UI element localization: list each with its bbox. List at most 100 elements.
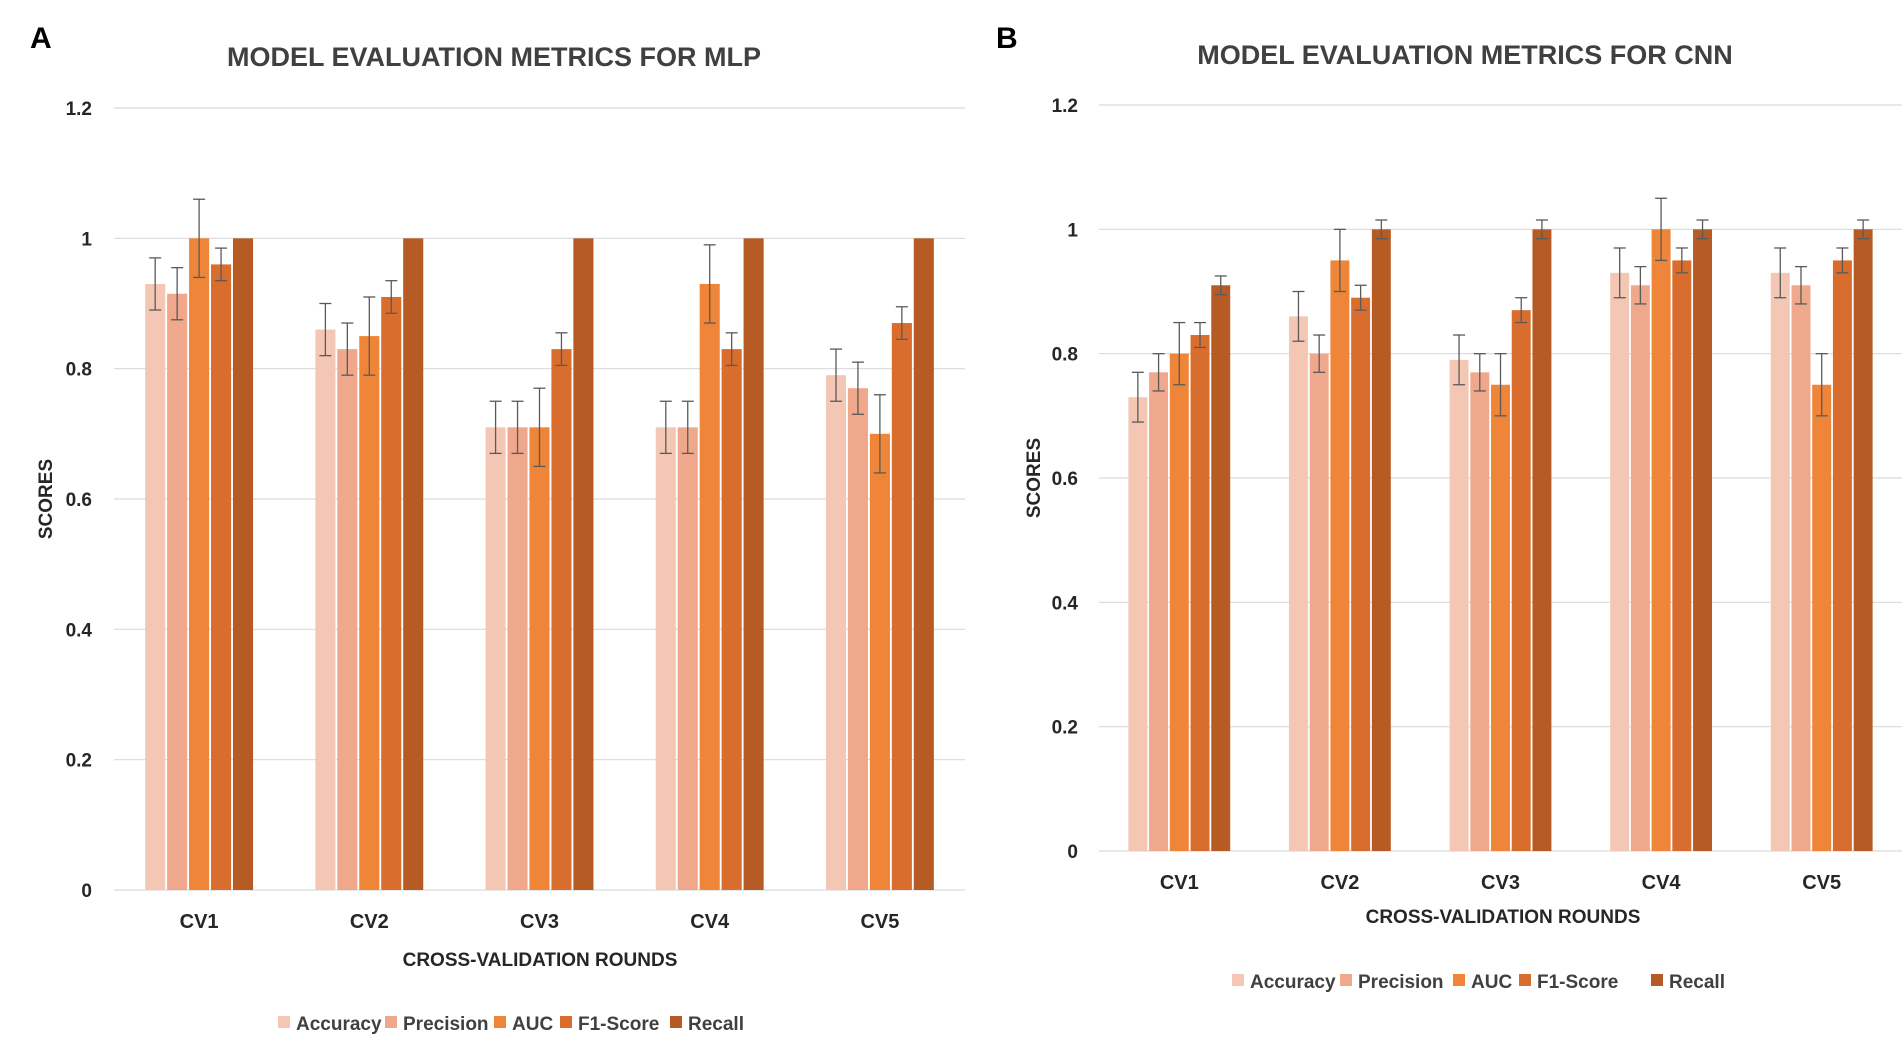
bar-f1-score [1832,260,1852,852]
legend-label: Accuracy [296,1014,382,1035]
legend-swatch [1651,974,1663,986]
bar-recall [1532,229,1552,852]
bar-f1-score [721,349,742,890]
legend-swatch [278,1016,290,1028]
x-tick-label: CV1 [180,911,219,933]
legend-label: F1-Score [578,1014,659,1035]
legend-swatch [1232,974,1244,986]
bar-f1-score [1351,297,1371,851]
y-tick-label: 0.8 [66,360,92,381]
panel-letter: B [996,22,1018,55]
bar-auc [359,336,380,890]
bar-accuracy [315,329,336,891]
legend-swatch [1340,974,1352,986]
x-tick-label: CV2 [1320,872,1359,894]
chart-title: MODEL EVALUATION METRICS FOR CNN [1197,40,1733,70]
legend-label: Precision [403,1014,489,1035]
bar-accuracy [145,283,166,890]
y-axis-label: SCORES [36,459,57,539]
bar-f1-score [1190,335,1210,851]
y-axis-label: SCORES [1024,438,1045,518]
y-tick-label: 0.8 [1052,345,1078,366]
bar-accuracy [1610,272,1630,852]
bar-precision [1630,285,1650,851]
legend-label: Accuracy [1250,972,1336,993]
legend-label: Recall [688,1014,744,1035]
bar-accuracy [485,427,506,890]
y-tick-label: 1 [81,229,92,250]
bar-precision [507,427,528,890]
legend-swatch [560,1016,572,1028]
bar-auc [189,238,210,891]
bar-auc [1651,229,1671,852]
legend-label: Precision [1358,972,1444,993]
bar-recall [1853,229,1873,852]
y-tick-label: 1.2 [1052,96,1078,117]
y-tick-label: 0.4 [1052,593,1079,614]
panel-b-chart: B MODEL EVALUATION METRICS FOR CNN 0 0.2 0.4… [996,22,1902,993]
panel-letter: A [30,22,52,55]
bar-auc [699,283,720,890]
y-tick-label: 1 [1067,220,1078,241]
bar-accuracy [655,427,676,890]
bar-f1-score [891,323,912,890]
bar-accuracy [1288,316,1308,851]
bar-auc [1330,260,1350,852]
bar-f1-score [551,349,572,890]
y-tick-label: 0.2 [66,751,92,772]
bar-precision [1470,372,1490,851]
x-axis-label: CROSS-VALIDATION ROUNDS [403,950,678,971]
bar-recall [743,238,764,891]
bar-precision [337,349,358,890]
bar-f1-score [1672,260,1692,852]
bar-recall [1371,229,1391,852]
y-tick-label: 0.4 [66,620,93,641]
bar-recall [232,238,254,891]
bar-precision [677,427,698,890]
x-tick-label: CV4 [690,911,730,933]
y-tick-label: 0 [1067,842,1078,863]
y-tick-label: 0.6 [66,490,92,511]
panel-a-chart: A MODEL EVALUATION METRICS FOR MLP 0 0.2 0.4… [30,22,965,1035]
x-tick-label: CV5 [860,911,899,933]
y-tick-label: 0.6 [1052,469,1078,490]
bar-recall [573,238,594,891]
bar-precision [1791,285,1811,851]
bar-recall [913,238,934,891]
bar-precision [1309,353,1329,851]
legend-swatch [494,1016,506,1028]
bar-accuracy [825,375,847,890]
bar-f1-score [1511,310,1531,851]
bar-auc [869,433,890,890]
bar-recall [403,238,424,891]
y-tick-label: 1.2 [66,99,92,120]
x-tick-label: CV3 [1481,872,1520,894]
bar-f1-score [211,264,232,890]
bar-recall [1211,285,1231,851]
bar-accuracy [1770,272,1790,852]
bar-precision [167,293,188,891]
bar-precision [1149,372,1169,851]
y-tick-label: 0.2 [1052,718,1078,739]
legend-label: AUC [512,1014,553,1035]
bar-recall [1693,229,1713,852]
legend-label: Recall [1669,972,1725,993]
bar-accuracy [1449,359,1469,851]
legend-label: F1-Score [1537,972,1618,993]
legend-swatch [1519,974,1531,986]
bar-auc [1169,353,1189,851]
x-tick-label: CV1 [1160,872,1199,894]
bar-auc [529,427,550,890]
bar-precision [847,388,868,890]
x-tick-label: CV4 [1642,872,1682,894]
y-tick-label: 0 [81,881,92,902]
bar-auc [1491,384,1510,851]
bar-auc [1812,384,1832,851]
legend-swatch [385,1016,397,1028]
bar-accuracy [1128,397,1148,851]
legend-swatch [670,1016,682,1028]
x-axis-label: CROSS-VALIDATION ROUNDS [1366,907,1641,928]
x-tick-label: CV2 [350,911,389,933]
x-tick-label: CV5 [1802,872,1841,894]
